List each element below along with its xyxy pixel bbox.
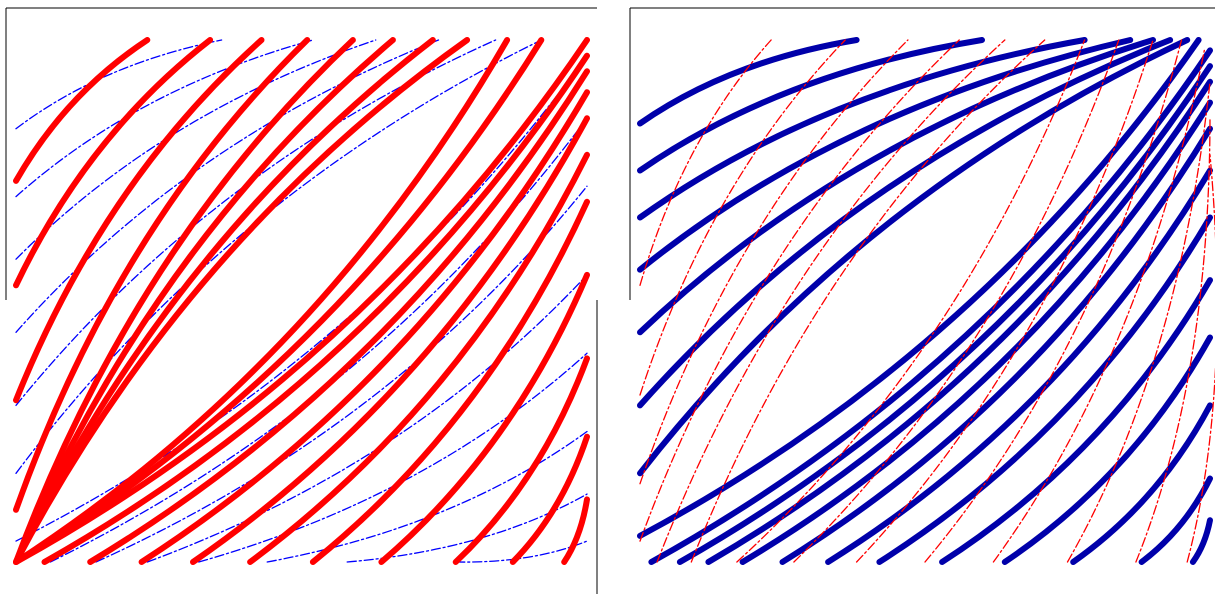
right-panel-thick-curve-17	[1001, 334, 1213, 565]
left-panel-thick-curve-14	[138, 89, 590, 565]
left-panel-thick-curve-10	[13, 37, 545, 565]
right-panel-thick-curve-14	[825, 167, 1213, 565]
left-panel-thick-curve-16	[247, 151, 590, 565]
left-panel-thick-curve-21	[561, 496, 590, 565]
right-panel-thick-curve-2	[637, 37, 985, 174]
left-panel-thick-curve-3	[13, 37, 265, 404]
left-panel-thin-curve-4	[15, 39, 440, 333]
left-panel	[13, 37, 590, 565]
left-panel-thick-curves	[13, 37, 590, 565]
left-panel-thick-curve-7	[13, 37, 436, 565]
left-panel-thin-curve-2	[15, 39, 314, 198]
right-panel-thin-curve-3	[639, 39, 909, 485]
right-panel-thick-curve-18	[1070, 402, 1213, 565]
right-panel-thick-curve-19	[1138, 475, 1213, 565]
left-panel-thick-curve-20	[509, 433, 590, 565]
left-panel-thin-curve-5	[15, 39, 497, 407]
left-panel-thick-curve-5	[13, 37, 356, 565]
right-panel-thick-curve-8	[637, 37, 1202, 539]
right-panel-thin-curve-6	[690, 39, 1046, 563]
right-panel-thick-curve-16	[939, 277, 1213, 565]
left-panel-thin-curve-10	[146, 274, 588, 563]
right-panel-thick-curve-15	[876, 214, 1213, 565]
right-panel-thick-curve-20	[1189, 517, 1213, 565]
left-panel-thick-curve-12	[41, 52, 590, 565]
left-panel-thin-curve-9	[95, 185, 588, 563]
right-panel-thin-curve-10	[924, 39, 1183, 563]
right-panel-thin-curve-11	[992, 49, 1205, 563]
left-panel-thick-curve-18	[378, 271, 590, 565]
right-panel-thick-curve-12	[739, 99, 1213, 565]
left-panel-thick-curve-17	[309, 198, 590, 565]
right-panel-thick-curve-13	[779, 125, 1213, 565]
right-panel-thick-curve-7	[637, 37, 1191, 477]
left-panel-thin-curve-7	[15, 55, 588, 542]
right-panel-thin-curve-8	[793, 39, 1120, 563]
right-panel-thick-curve-6	[637, 37, 1174, 409]
left-panel-thick-curve-2	[13, 37, 214, 289]
right-panel	[637, 37, 1215, 565]
right-panel-thin-curve-12	[1066, 81, 1211, 563]
right-panel-thin-curve-7	[736, 39, 1086, 563]
right-panel-thick-curve-10	[676, 63, 1213, 565]
left-panel-thick-curve-19	[452, 355, 590, 565]
left-panel-thick-curve-8	[13, 37, 471, 565]
right-panel-thin-curve-2	[639, 39, 846, 396]
left-panel-thick-curve-15	[190, 115, 590, 565]
left-panel-thick-curve-1	[13, 37, 151, 184]
right-panel-frame	[629, 7, 1215, 300]
left-panel-thick-curve-11	[13, 37, 590, 565]
right-panel-thin-curve-4	[639, 39, 960, 542]
right-panel-thin-curve-5	[656, 39, 1006, 563]
right-panel-thin-curve-13	[1135, 117, 1211, 563]
right-panel-thick-curve-5	[637, 37, 1156, 336]
left-panel-thin-curve-3	[15, 39, 377, 260]
left-panel-thin-curve-11	[198, 352, 588, 563]
right-panel-thick-curves	[637, 37, 1213, 565]
left-panel-frame	[5, 7, 598, 594]
right-panel-thick-curve-11	[705, 78, 1213, 565]
right-panel-thick-curve-4	[637, 37, 1134, 273]
right-panel-thick-curve-1	[637, 37, 860, 127]
left-panel-thick-curve-6	[13, 37, 396, 565]
right-panel-thick-curve-3	[637, 37, 1088, 221]
left-panel-thick-curve-13	[87, 68, 590, 565]
right-panel-thick-curve-9	[648, 47, 1213, 565]
left-panel-thick-curve-4	[13, 37, 311, 513]
right-panel-thin-curve-1	[639, 39, 772, 286]
left-panel-thin-curve-1	[15, 39, 223, 130]
right-panel-thin-curve-9	[855, 39, 1154, 563]
left-panel-thick-curve-9	[13, 37, 511, 565]
